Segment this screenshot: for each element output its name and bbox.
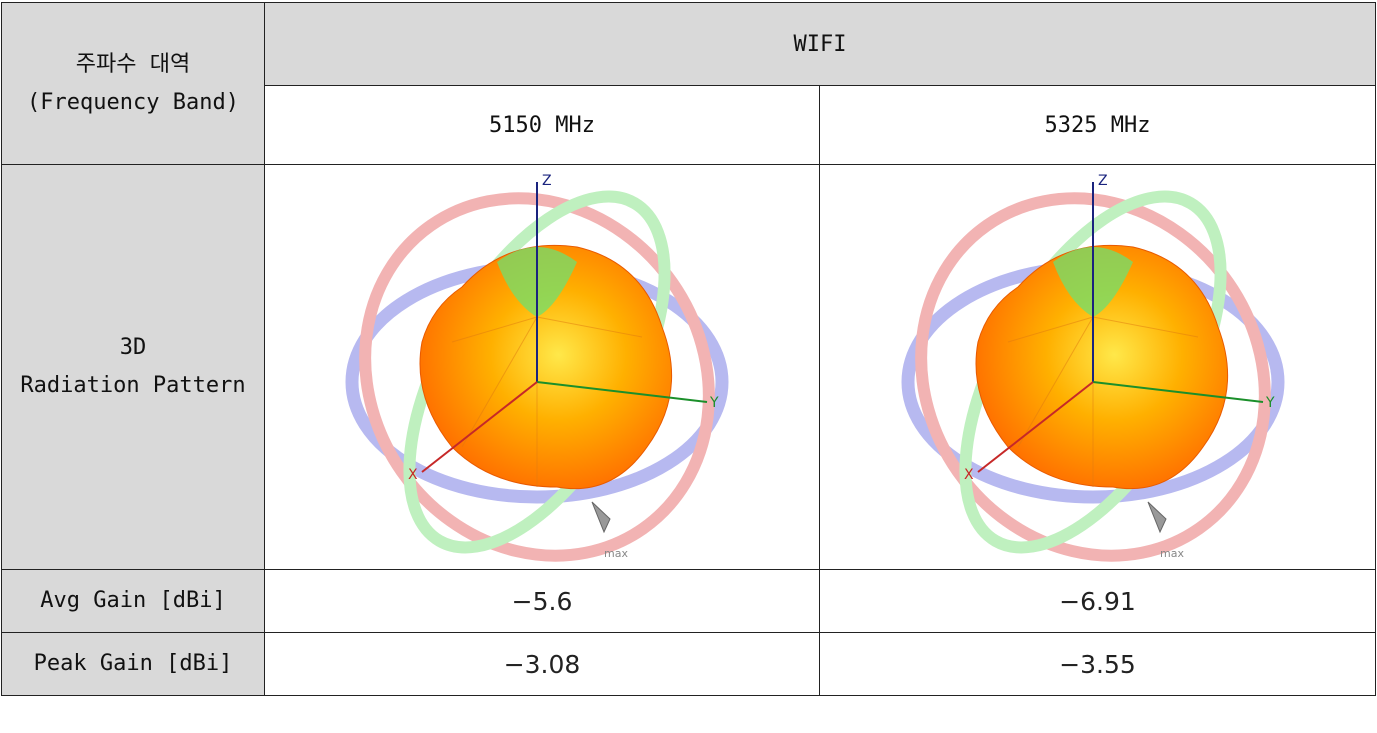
band-label-english: (Frequency Band) (27, 89, 239, 115)
pattern-label-text: Radiation Pattern (20, 373, 246, 398)
y-axis-label: Y (709, 395, 719, 411)
peak-gain-5150: −3.08 (264, 632, 820, 696)
band-label-korean: 주파수 대역 (75, 51, 191, 77)
x-axis (976, 381, 1094, 473)
band-name-header: WIFI (263, 2, 1377, 86)
y-axis (536, 381, 708, 403)
elevation-ring (914, 192, 1271, 562)
peak-gain-5325: −3.55 (818, 632, 1377, 696)
frequency-5150-header: 5150 MHz (264, 85, 820, 165)
elevation-ring (359, 192, 715, 562)
radiation-surface (975, 244, 1228, 490)
radiation-surface (419, 244, 673, 490)
max-pointer (1147, 501, 1167, 534)
max-label: max (1160, 547, 1184, 560)
surface-facets (451, 316, 643, 487)
max-pointer (591, 501, 611, 534)
surface-facets (1007, 316, 1198, 487)
max-label: max (604, 547, 628, 560)
peak-gain-label: Peak Gain [dBi] (1, 632, 265, 696)
avg-gain-5150: −5.6 (264, 569, 820, 633)
avg-gain-label: Avg Gain [dBi] (1, 569, 265, 633)
frequency-band-header: 주파수 대역 (Frequency Band) (1, 2, 265, 165)
pattern-row-label: 3D Radiation Pattern (1, 164, 265, 570)
avg-gain-5325: −6.91 (818, 569, 1377, 633)
y-axis (1092, 381, 1263, 403)
pattern-label-3d: 3D (119, 335, 147, 360)
x-axis (421, 381, 538, 473)
z-axis-label: Z (542, 173, 552, 189)
frequency-5325-header: 5325 MHz (818, 85, 1377, 165)
y-axis-label: Y (1265, 395, 1275, 411)
x-axis-label: X (408, 467, 418, 483)
radiation-pattern-table: 주파수 대역 (Frequency Band) WIFI 5150 MHz 53… (1, 2, 1377, 696)
x-axis-label: X (964, 467, 974, 483)
z-axis-label: Z (1098, 173, 1108, 189)
